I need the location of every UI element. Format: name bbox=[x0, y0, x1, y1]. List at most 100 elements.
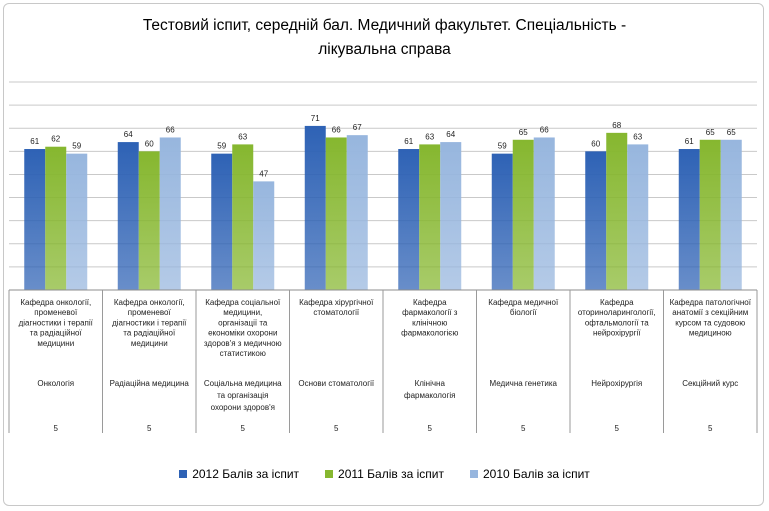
data-label: 63 bbox=[425, 132, 434, 141]
tick-label-count: 5 bbox=[521, 424, 526, 433]
data-label: 67 bbox=[353, 123, 362, 132]
data-label: 60 bbox=[145, 139, 154, 148]
data-label: 61 bbox=[30, 137, 39, 146]
tick-label-department: Кафедра медичної bbox=[488, 298, 559, 307]
legend-label-2011: 2011 Балів за іспит bbox=[338, 467, 444, 481]
tick-label-subject: Радіаційна медицина bbox=[110, 379, 190, 388]
bar bbox=[720, 139, 742, 290]
bar bbox=[138, 151, 160, 290]
tick-label-subject: Клінічна bbox=[415, 379, 446, 388]
data-label: 47 bbox=[259, 169, 268, 178]
data-label: 64 bbox=[124, 130, 133, 139]
data-label: 59 bbox=[72, 142, 81, 151]
tick-label-count: 5 bbox=[147, 424, 152, 433]
bar bbox=[346, 135, 368, 290]
bar bbox=[45, 146, 67, 290]
legend-label-2010: 2010 Балів за іспит bbox=[482, 467, 590, 481]
tick-label-department: клінічною bbox=[412, 318, 447, 327]
data-label: 65 bbox=[727, 128, 736, 137]
legend-label-2012: 2012 Балів за іспит bbox=[192, 467, 300, 481]
tick-label-department: Кафедра bbox=[600, 298, 634, 307]
tick-label-count: 5 bbox=[241, 424, 246, 433]
bar bbox=[66, 153, 88, 290]
bar bbox=[533, 137, 555, 290]
data-label: 63 bbox=[238, 132, 247, 141]
bar bbox=[491, 153, 513, 290]
bar bbox=[211, 153, 233, 290]
tick-label-department: фармакології з bbox=[402, 308, 458, 317]
bar bbox=[253, 181, 275, 290]
chart-title: Тестовий іспит, середній бал. Медичний ф… bbox=[0, 14, 769, 62]
tick-label-department: Кафедра онкології, bbox=[20, 298, 91, 307]
legend-item-2011: 2011 Балів за іспит bbox=[325, 467, 444, 481]
tick-label-subject: Основи стоматології bbox=[298, 379, 375, 388]
tick-label-department: Кафедра соціальної bbox=[205, 298, 281, 307]
data-label: 63 bbox=[633, 132, 642, 141]
tick-label-department: організації та bbox=[218, 318, 268, 327]
tick-label-subject: Соціальна медицина bbox=[204, 379, 282, 388]
tick-label-department: медицини bbox=[37, 339, 74, 348]
legend-swatch-2010 bbox=[469, 470, 478, 478]
tick-label-count: 5 bbox=[615, 424, 620, 433]
bar bbox=[232, 144, 254, 290]
bar bbox=[585, 151, 607, 290]
data-label: 62 bbox=[51, 135, 60, 144]
tick-label-department: діагностики і терапії bbox=[19, 318, 94, 327]
tick-label-department: біології bbox=[510, 308, 538, 317]
tick-label-count: 5 bbox=[708, 424, 713, 433]
tick-label-subject: Медична генетика bbox=[490, 379, 558, 388]
data-label: 60 bbox=[591, 139, 600, 148]
bar bbox=[398, 149, 420, 290]
chart-title-line-1: Тестовий іспит, середній бал. Медичний ф… bbox=[142, 17, 627, 34]
tick-label-subject: фармакологія bbox=[404, 391, 456, 400]
data-label: 65 bbox=[706, 128, 715, 137]
tick-label-department: та радіаційної bbox=[123, 329, 176, 338]
bar bbox=[24, 149, 46, 290]
tick-label-department: медицини bbox=[131, 339, 168, 348]
bar bbox=[440, 142, 462, 290]
tick-label-department: анатомії з секційним bbox=[672, 308, 748, 317]
tick-label-department: курсом та судовою bbox=[675, 318, 745, 327]
legend-item-2012: 2012 Балів за іспит bbox=[179, 467, 299, 481]
tick-label-department: Кафедра хірургічної bbox=[299, 298, 374, 307]
tick-label-department: Кафедра патологічної bbox=[670, 298, 752, 307]
tick-label-department: променевої bbox=[128, 308, 172, 317]
bar bbox=[512, 139, 534, 290]
chart-title-line-2: лікувальна справа bbox=[318, 41, 451, 58]
bar bbox=[606, 132, 628, 290]
tick-label-department: променевої bbox=[34, 308, 78, 317]
tick-label-count: 5 bbox=[54, 424, 59, 433]
data-label: 68 bbox=[612, 121, 621, 130]
tick-label-department: економіки охорони bbox=[208, 329, 277, 338]
tick-label-department: Кафедра онкології, bbox=[114, 298, 185, 307]
legend-swatch-2012 bbox=[179, 470, 188, 478]
tick-label-department: стоматології bbox=[313, 308, 360, 317]
data-label: 66 bbox=[540, 125, 549, 134]
tick-label-department: офтальмології та bbox=[585, 318, 649, 327]
tick-label-count: 5 bbox=[428, 424, 433, 433]
bar bbox=[325, 137, 347, 290]
data-label: 59 bbox=[217, 142, 226, 151]
data-label: 65 bbox=[519, 128, 528, 137]
bar bbox=[678, 149, 700, 290]
data-label: 66 bbox=[166, 125, 175, 134]
tick-label-subject: охорони здоров'я bbox=[211, 403, 275, 412]
tick-label-department: фармакологією bbox=[401, 329, 458, 338]
bar bbox=[419, 144, 441, 290]
tick-label-subject: Нейрохірургія bbox=[591, 379, 642, 388]
bar bbox=[627, 144, 649, 290]
tick-label-department: статистикою bbox=[220, 349, 266, 358]
data-label: 61 bbox=[685, 137, 694, 146]
tick-label-department: та радіаційної bbox=[30, 329, 83, 338]
tick-label-department: оториноларингології, bbox=[578, 308, 656, 317]
tick-label-department: діагностики і терапії bbox=[112, 318, 187, 327]
tick-label-department: медицини, bbox=[223, 308, 262, 317]
data-label: 64 bbox=[446, 130, 455, 139]
data-label: 61 bbox=[404, 137, 413, 146]
bar bbox=[699, 139, 721, 290]
tick-label-subject: Онкологія bbox=[37, 379, 74, 388]
data-label: 59 bbox=[498, 142, 507, 151]
bar bbox=[117, 142, 139, 290]
bar bbox=[159, 137, 181, 290]
